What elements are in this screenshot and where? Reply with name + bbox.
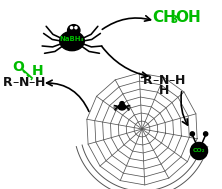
Ellipse shape xyxy=(118,104,126,110)
Ellipse shape xyxy=(120,101,124,105)
Text: NaBH₄: NaBH₄ xyxy=(60,36,84,42)
Text: O: O xyxy=(12,60,24,74)
Text: N: N xyxy=(159,74,169,88)
Text: R: R xyxy=(3,77,13,90)
Text: 3: 3 xyxy=(170,15,177,25)
Circle shape xyxy=(190,143,208,160)
Text: H: H xyxy=(159,84,169,98)
Ellipse shape xyxy=(68,25,80,36)
Text: CH: CH xyxy=(152,9,176,25)
Text: –: – xyxy=(153,74,159,88)
Text: H: H xyxy=(175,74,185,88)
Text: OH: OH xyxy=(175,9,201,25)
Text: –: – xyxy=(169,74,175,88)
Circle shape xyxy=(71,27,73,29)
Ellipse shape xyxy=(60,31,84,51)
Text: N: N xyxy=(19,77,29,90)
Text: –: – xyxy=(13,77,19,90)
Text: H: H xyxy=(32,64,44,78)
Text: H: H xyxy=(35,77,45,90)
Circle shape xyxy=(75,27,77,29)
Text: CO₂: CO₂ xyxy=(193,149,205,153)
Circle shape xyxy=(190,132,194,136)
Circle shape xyxy=(204,132,208,136)
Text: R: R xyxy=(143,74,153,88)
Text: –: – xyxy=(29,77,35,90)
